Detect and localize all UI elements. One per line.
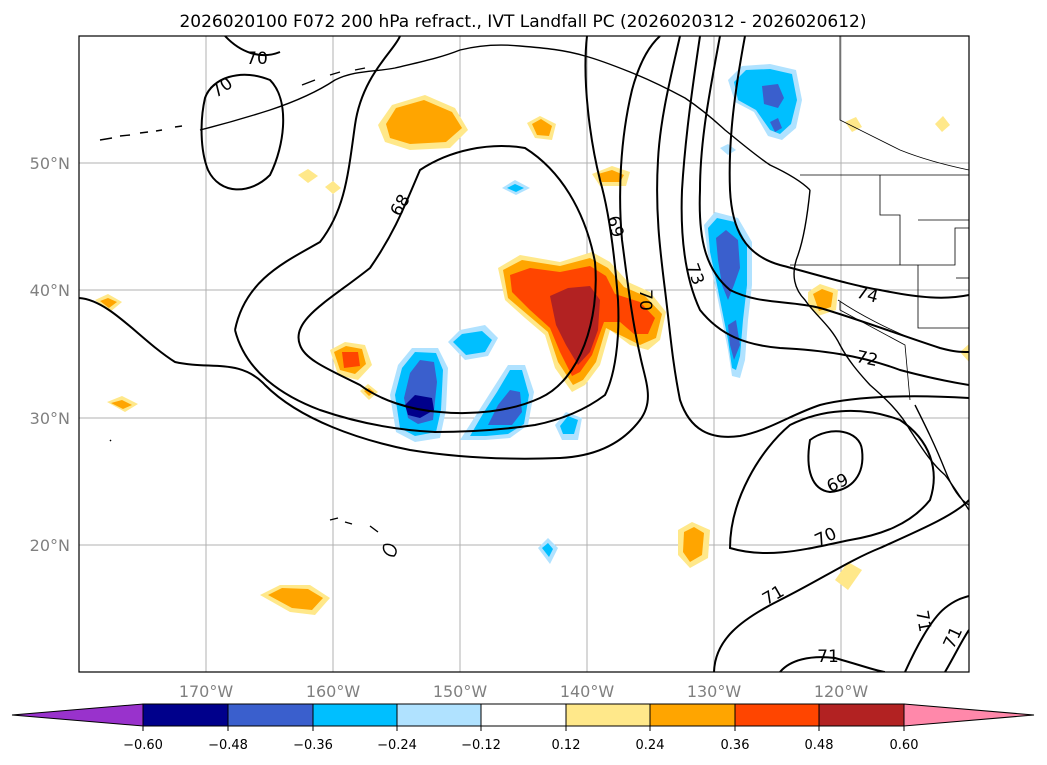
colorbar-extend-min bbox=[11, 703, 144, 727]
lon-label-150w: 150°W bbox=[433, 682, 488, 701]
latitude-labels: 50°N 40°N 30°N 20°N bbox=[30, 154, 70, 555]
lon-label-170w: 170°W bbox=[179, 682, 234, 701]
contour-70-low bbox=[728, 410, 935, 555]
colorbar-segment bbox=[565, 703, 651, 727]
contour-69-low bbox=[807, 430, 864, 494]
colorbar-segment bbox=[818, 703, 905, 727]
map-area: 70 70 68 69 70 73 74 72 69 70 71 71 71 7… bbox=[78, 35, 970, 673]
colorbar-segment bbox=[227, 703, 314, 727]
coast-westcoast bbox=[793, 189, 969, 511]
contour-72 bbox=[680, 36, 969, 386]
colorbar-label: 0.36 bbox=[721, 738, 750, 753]
colorbar-label: −0.60 bbox=[123, 738, 163, 753]
contour-71-low bbox=[713, 499, 969, 672]
colorbar-label: 0.60 bbox=[890, 738, 919, 753]
colorbar-label: 0.24 bbox=[636, 738, 665, 753]
anomaly-pos-048 bbox=[550, 286, 600, 365]
contour-74 bbox=[728, 36, 969, 299]
colorbar-extend-max bbox=[903, 703, 1035, 727]
colorbar-segment bbox=[734, 703, 820, 727]
colorbar-label: −0.36 bbox=[293, 738, 333, 753]
lon-label-140w: 140°W bbox=[560, 682, 615, 701]
coastlines bbox=[99, 44, 969, 557]
map-frame bbox=[78, 35, 970, 673]
anomaly-gulf-alaska-inner bbox=[386, 100, 462, 144]
svg-text:72: 72 bbox=[854, 347, 879, 371]
colorbar-segment bbox=[480, 703, 567, 727]
coast-alaska bbox=[199, 44, 811, 191]
contours bbox=[79, 36, 969, 672]
colorbar-segment bbox=[396, 703, 482, 727]
svg-text:70: 70 bbox=[246, 49, 268, 69]
colorbar-label: 0.12 bbox=[552, 738, 581, 753]
map-background bbox=[79, 36, 969, 672]
contour-70 bbox=[79, 36, 661, 460]
colorbar-segment bbox=[649, 703, 736, 727]
svg-text:71: 71 bbox=[911, 609, 934, 634]
colorbar-label: 0.48 bbox=[805, 738, 834, 753]
lon-label-160w: 160°W bbox=[306, 682, 361, 701]
lat-label-40n: 40°N bbox=[30, 281, 70, 300]
contour-73 bbox=[698, 36, 969, 353]
colorbar-segment bbox=[142, 703, 229, 727]
lat-label-50n: 50°N bbox=[30, 154, 70, 173]
colorbar-label: −0.48 bbox=[208, 738, 248, 753]
svg-text:70: 70 bbox=[635, 289, 655, 311]
contour-71 bbox=[656, 36, 969, 438]
colorbar bbox=[11, 703, 1035, 727]
contour-69 bbox=[234, 36, 401, 331]
colorbar-segment bbox=[312, 703, 398, 727]
longitude-labels: 170°W 160°W 150°W 140°W 130°W 120°W bbox=[179, 682, 869, 701]
svg-text:71: 71 bbox=[817, 647, 839, 667]
coast-hawaii bbox=[329, 517, 397, 557]
colorbar-ticks bbox=[142, 726, 905, 731]
lon-label-130w: 130°W bbox=[687, 682, 742, 701]
lat-label-30n: 30°N bbox=[30, 409, 70, 428]
contour-68 bbox=[297, 145, 597, 415]
map-title: 2026020100 F072 200 hPa refract., IVT La… bbox=[179, 12, 866, 32]
colorbar-labels: −0.60 −0.48 −0.36 −0.24 −0.12 0.12 0.24 … bbox=[123, 738, 918, 753]
shaded-anomalies bbox=[95, 64, 969, 615]
lon-label-120w: 120°W bbox=[814, 682, 869, 701]
lat-label-20n: 20°N bbox=[30, 536, 70, 555]
colorbar-label: −0.24 bbox=[377, 738, 417, 753]
borders bbox=[790, 36, 969, 401]
colorbar-label: −0.12 bbox=[461, 738, 501, 753]
